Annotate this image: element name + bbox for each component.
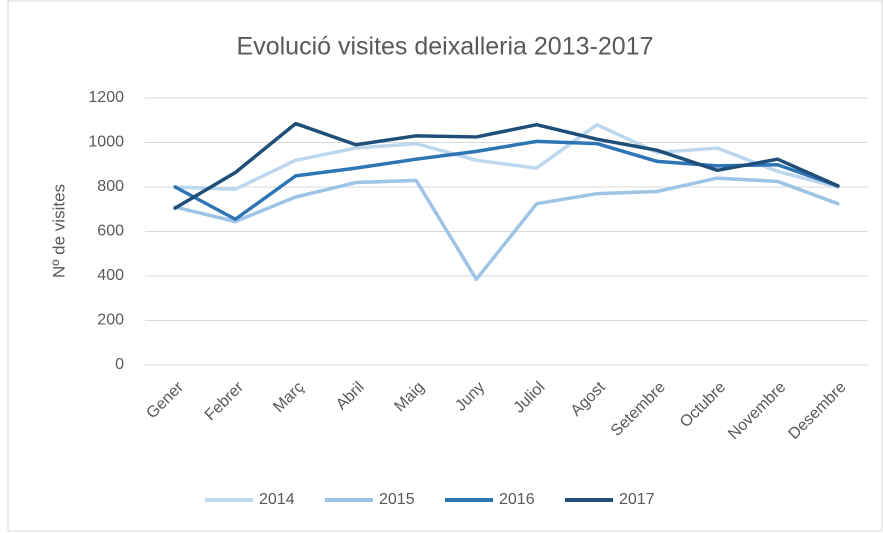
y-tick-label: 1200 — [88, 89, 124, 106]
legend-label: 2014 — [259, 491, 295, 508]
line-series — [173, 121, 840, 210]
line-series — [173, 139, 840, 222]
legend-label: 2017 — [619, 491, 655, 508]
y-tick-label: 200 — [97, 312, 124, 329]
y-tick-label: 800 — [97, 178, 124, 195]
y-tick-label: 400 — [97, 267, 124, 284]
chart-frame — [7, 0, 883, 532]
line-series — [173, 122, 840, 191]
y-tick-label: 0 — [115, 356, 124, 373]
chart-title: Evolució visites deixalleria 2013-2017 — [237, 33, 654, 61]
y-axis-label: Nº de visites — [49, 184, 68, 278]
y-tick-label: 1000 — [88, 134, 124, 151]
line-series — [173, 176, 840, 282]
y-tick-label: 600 — [97, 223, 124, 240]
legend-label: 2015 — [379, 491, 415, 508]
legend-label: 2016 — [499, 491, 535, 508]
